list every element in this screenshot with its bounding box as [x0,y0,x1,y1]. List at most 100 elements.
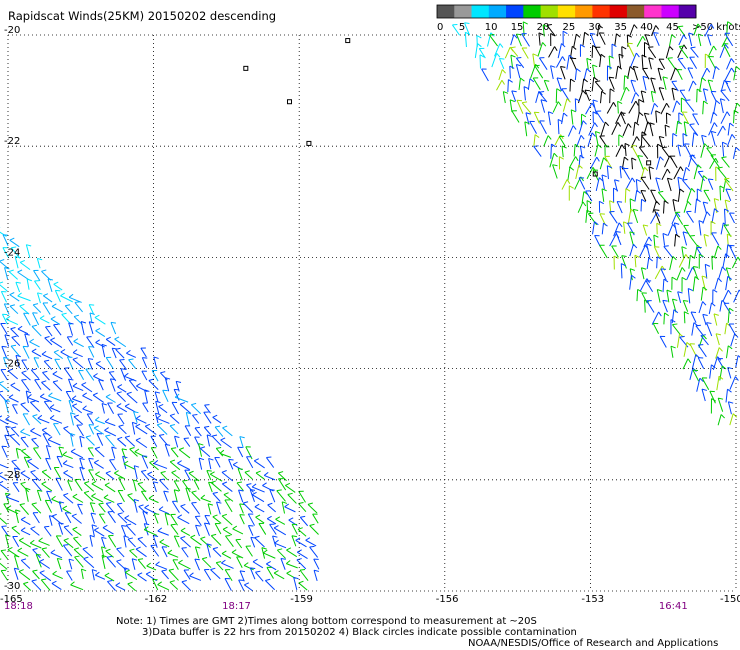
wind-barb [682,358,692,370]
wind-barb [52,380,63,392]
wind-barb [228,458,234,470]
wind-barb [683,224,691,237]
wind-barb [39,570,52,582]
wind-barb [700,334,709,346]
wind-barb [63,367,73,380]
wind-barb [518,77,525,90]
wind-barb [491,53,501,68]
wind-barb [622,168,631,180]
wind-barb [45,445,52,458]
wind-barb [594,46,602,58]
wind-barb [255,470,265,480]
wind-barb [653,234,659,247]
wind-barb [621,46,627,59]
wind-barb [84,481,95,492]
x-tick-label: -165 [0,594,23,605]
wind-barb [215,446,224,457]
wind-barb [115,582,126,591]
wind-barb [715,347,723,359]
wind-barb [267,502,276,513]
wind-barb [689,234,698,246]
wind-barb [691,132,699,146]
wind-barb [156,414,170,424]
wind-barb [313,569,320,582]
wind-barb [194,546,201,559]
wind-barb [156,422,168,435]
wind-barb [662,278,669,293]
wind-barb [622,123,632,137]
legend-label: 25 [563,22,576,33]
wind-barb [114,336,127,348]
wind-barb [53,323,62,336]
wind-barb [73,414,84,425]
wind-barb [201,557,212,568]
wind-barb [634,254,640,268]
wind-barb [697,33,704,47]
wind-barb [642,67,650,80]
wind-barb [682,231,688,246]
wind-barb [646,243,652,258]
wind-barb [124,435,136,447]
wind-barb [144,423,157,435]
wind-barb [717,166,727,179]
wind-barb [0,290,7,303]
wind-barb [15,447,22,459]
wind-barb [615,65,623,80]
wind-barb [683,311,689,324]
wind-barb [266,515,277,525]
wind-barb [120,368,127,381]
wind-barb [599,53,606,67]
wind-barb [296,549,308,559]
wind-barb [70,412,76,426]
wind-barb [265,578,276,591]
wind-barb [104,482,116,493]
wind-barb [646,257,653,269]
legend-swatch [437,5,455,18]
wind-barb [167,549,179,558]
wind-barb [4,434,10,448]
wind-barb [89,312,95,324]
wind-barb [537,42,547,57]
wind-barb [657,67,664,81]
wind-barb [13,567,20,580]
wind-barb [98,513,106,524]
wind-barb [238,579,245,591]
wind-barb [181,547,189,558]
wind-barb [641,54,647,70]
wind-barb [266,561,277,571]
wind-barb [51,580,62,591]
notes: Note: 1) Times are GMT 2)Times along bot… [116,616,577,638]
wind-barb [221,513,233,526]
wind-barb [568,156,579,169]
wind-barb [134,448,148,459]
wind-barb [709,364,716,379]
wind-barb [629,243,638,257]
wind-barb [576,134,585,148]
wind-barb [155,561,168,570]
wind-barb [146,562,157,571]
wind-barb [567,125,577,137]
wind-barb [210,567,221,580]
wind-barb [194,558,201,571]
wind-barb [570,109,576,125]
wind-barb [5,534,11,548]
wind-barb [679,335,689,348]
wind-barb [135,423,148,435]
wind-barb [239,503,245,514]
wind-barb [251,483,265,493]
wind-barb [677,176,683,192]
wind-barb [702,88,709,102]
wind-barb [715,333,722,346]
wind-barb [675,120,682,135]
wind-barb [263,472,276,481]
wind-barb [598,200,604,213]
wind-barb [3,356,9,368]
wind-barb [640,190,647,202]
wind-barb [66,356,74,370]
wind-barb [203,569,212,581]
wind-barb [43,293,53,303]
wind-barb [58,522,64,535]
wind-barb [656,289,663,303]
wind-barb [173,535,180,548]
wind-barb [578,120,587,135]
